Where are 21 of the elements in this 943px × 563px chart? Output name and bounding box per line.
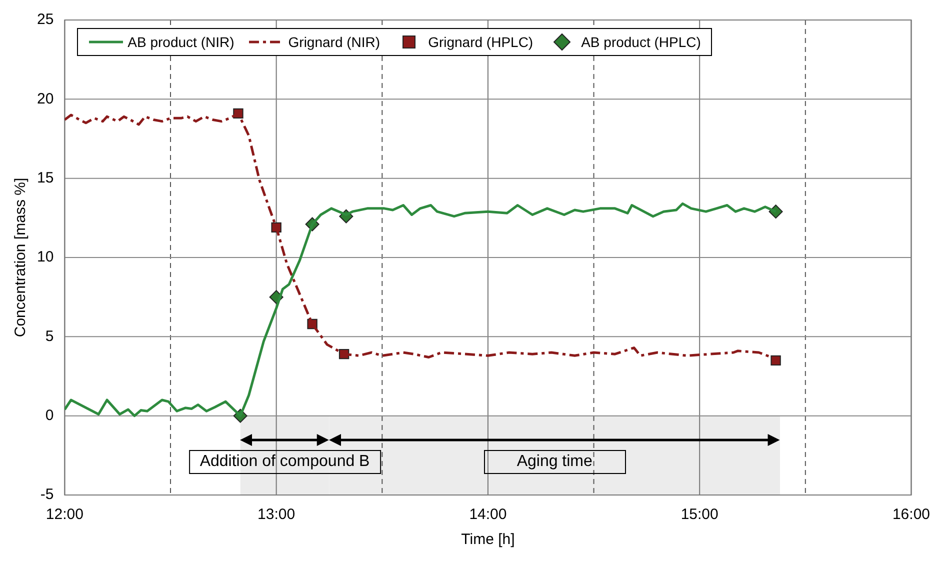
y-tick-label: 15 — [36, 169, 54, 186]
x-tick-label: 16:00 — [892, 506, 930, 524]
band-label: Addition of compound B — [188, 450, 381, 474]
x-tick-label: 14:00 — [469, 506, 507, 524]
legend-label: AB product (HPLC) — [581, 34, 701, 50]
legend-label: AB product (NIR) — [128, 34, 234, 50]
y-tick-label: -5 — [40, 486, 54, 504]
y-tick-label: 0 — [45, 406, 54, 424]
legend-label: Grignard (NIR) — [288, 34, 380, 50]
x-tick-label: 13:00 — [258, 506, 296, 524]
band-label: Aging time — [484, 450, 626, 474]
legend-label: Grignard (HPLC) — [428, 34, 534, 50]
x-tick-label: 15:00 — [680, 506, 718, 524]
point — [770, 355, 781, 366]
y-tick-label: 10 — [36, 248, 54, 266]
x-axis-title: Time [h] — [461, 531, 515, 548]
y-axis-title: Concentration [mass %] — [12, 178, 30, 338]
y-tick-label: 25 — [36, 11, 54, 28]
x-tick-label: 12:00 — [46, 506, 84, 524]
y-tick-label: 20 — [36, 90, 54, 108]
y-tick-label: 5 — [45, 328, 54, 345]
